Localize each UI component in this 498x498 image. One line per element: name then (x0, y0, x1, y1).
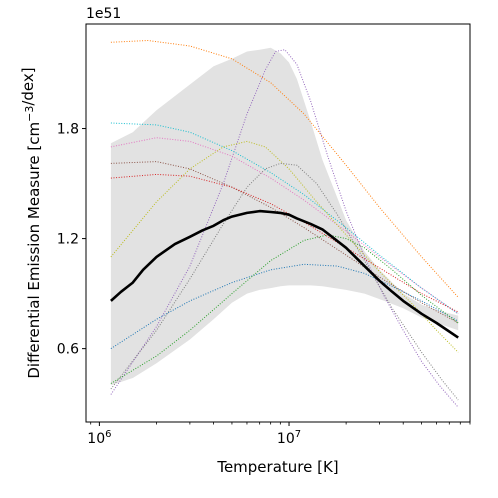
dotted-series-5 (110, 140, 459, 353)
x-tick-label: 107 (277, 429, 301, 447)
dotted-series-7 (110, 161, 459, 324)
dotted-series-6 (110, 162, 459, 401)
axes-frame (85, 23, 471, 423)
plot-area (110, 39, 459, 408)
y-tick-label: 1.2 (57, 232, 79, 248)
median-line (110, 209, 459, 339)
x-axis-label: Temperature [K] (216, 458, 338, 476)
dotted-series-1 (110, 39, 459, 298)
y-axis-label: Differential Emission Measure [cm−3/dex] (19, 67, 43, 378)
plot-series (110, 39, 459, 408)
x-tick-label: 106 (87, 429, 111, 447)
uncertainty-band (110, 47, 459, 386)
dotted-series-3 (110, 122, 459, 315)
y-tick-label: 1.8 (57, 122, 79, 138)
dotted-series-8 (110, 173, 459, 313)
y-tick-label: 0.6 (57, 342, 79, 358)
y-offset-label: 1e51 (86, 6, 121, 22)
axis-ticks: 0.6 1.2 1.8 106 107 (57, 122, 471, 447)
dotted-series-4 (110, 137, 459, 315)
dotted-series-10 (110, 234, 459, 384)
